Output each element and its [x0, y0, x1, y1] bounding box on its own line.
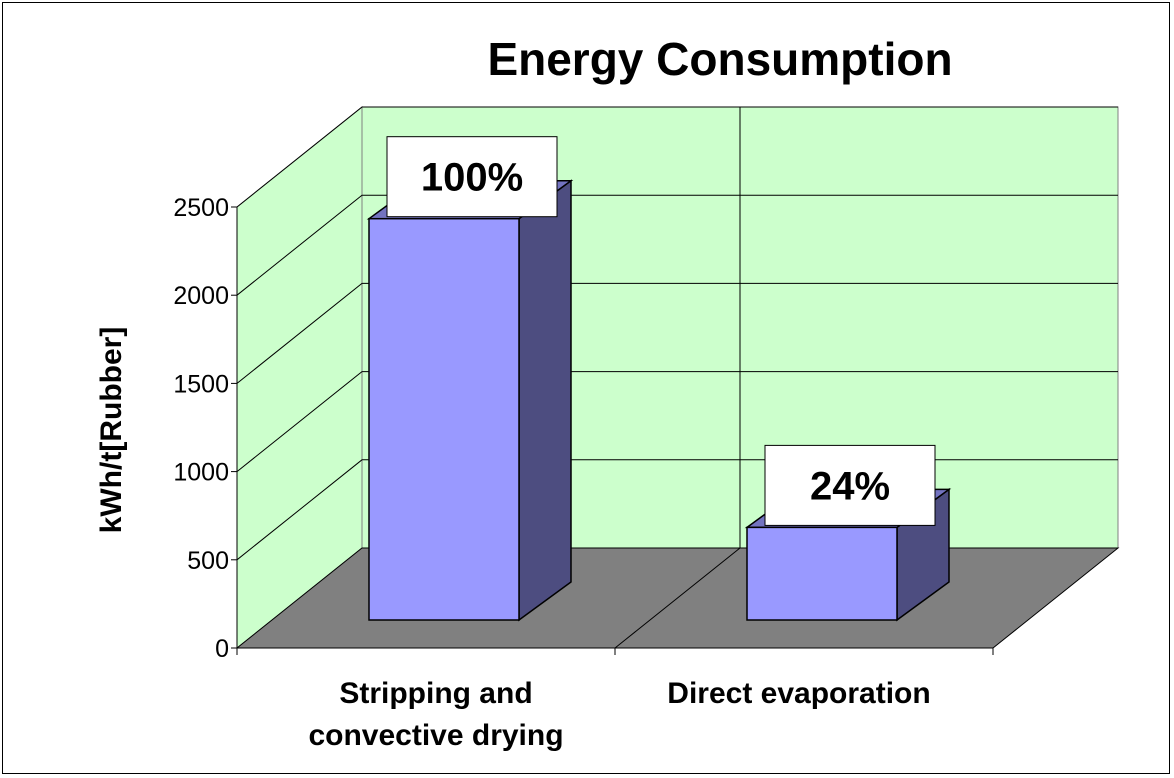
plot-area: 0 500 1000 1500 2000 2500 100% Stripping and con…	[173, 105, 1120, 752]
data-label: 100%	[421, 156, 523, 200]
data-label-box	[764, 444, 936, 526]
x-category-label: convective drying	[308, 719, 563, 752]
y-tick-label: 0	[215, 635, 229, 663]
y-axis-label: kWh/t[Rubber]	[95, 327, 128, 534]
y-tick-label: 1000	[173, 459, 229, 487]
y-tick-label: 2500	[173, 194, 229, 222]
data-label: 24%	[810, 464, 890, 508]
data-label-box	[386, 136, 558, 218]
bar	[746, 526, 898, 621]
x-category-label: Stripping and	[339, 677, 532, 710]
y-tick-label: 2000	[173, 282, 229, 310]
y-tick-label: 1500	[173, 370, 229, 398]
x-category-label: Direct evaporation	[667, 677, 930, 710]
y-tick-label: 500	[187, 547, 229, 575]
gridline	[236, 194, 1118, 296]
bar-side	[518, 179, 572, 622]
gridline	[236, 282, 1118, 384]
gridline	[236, 106, 1118, 208]
bar	[368, 217, 520, 621]
gridline	[236, 371, 1118, 472]
chart-title: Energy Consumption	[487, 33, 952, 85]
floor-divider	[614, 547, 741, 649]
